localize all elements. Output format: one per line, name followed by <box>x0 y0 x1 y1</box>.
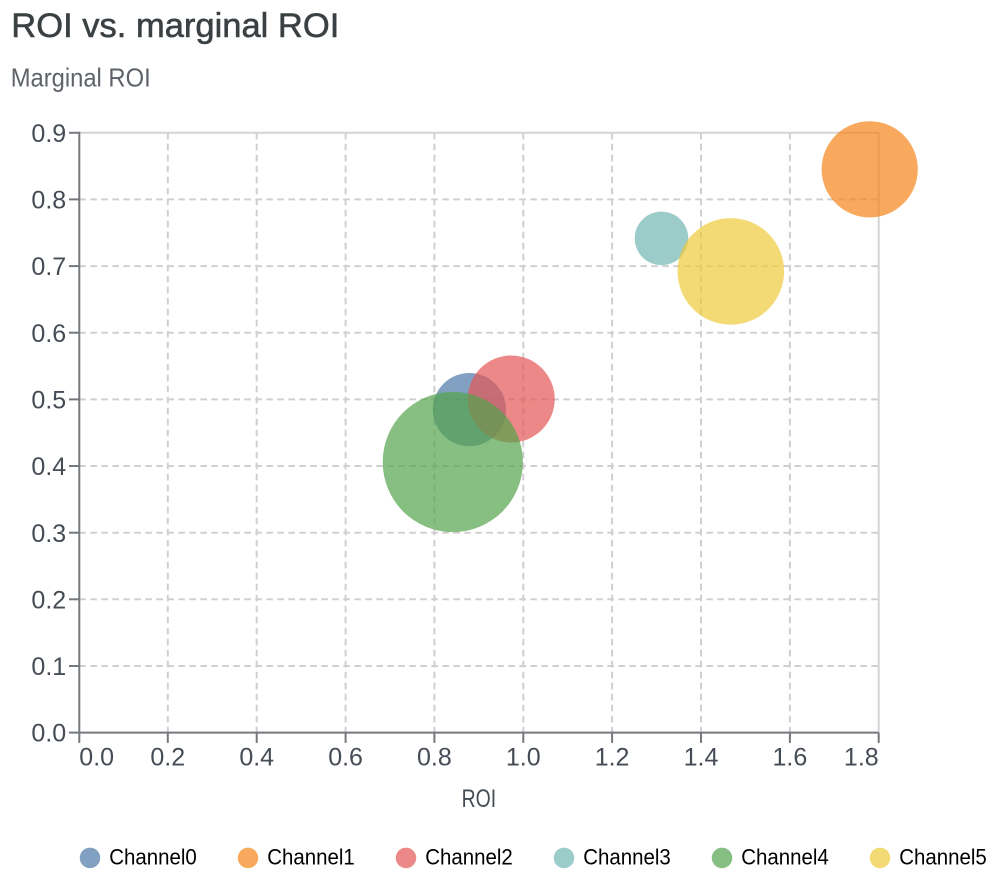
svg-text:0.2: 0.2 <box>150 744 185 772</box>
svg-text:0.8: 0.8 <box>31 187 66 215</box>
svg-text:0.3: 0.3 <box>31 520 66 548</box>
svg-text:0.5: 0.5 <box>31 387 66 415</box>
svg-text:1.4: 1.4 <box>684 744 719 772</box>
svg-text:1.6: 1.6 <box>773 744 808 772</box>
svg-text:0.1: 0.1 <box>31 653 66 681</box>
svg-text:0.0: 0.0 <box>31 720 66 748</box>
svg-text:Marginal ROI: Marginal ROI <box>11 63 151 93</box>
svg-text:0.8: 0.8 <box>417 744 452 772</box>
svg-text:Channel0: Channel0 <box>109 845 197 870</box>
svg-text:Channel4: Channel4 <box>741 845 829 870</box>
svg-text:0.7: 0.7 <box>31 253 66 281</box>
svg-text:0.6: 0.6 <box>31 320 66 348</box>
svg-text:ROI: ROI <box>462 785 497 813</box>
svg-text:Channel3: Channel3 <box>583 845 671 870</box>
svg-text:Channel2: Channel2 <box>425 845 513 870</box>
svg-text:0.0: 0.0 <box>79 744 114 772</box>
svg-text:0.4: 0.4 <box>239 744 274 772</box>
svg-text:0.9: 0.9 <box>31 120 66 148</box>
svg-text:ROI vs. marginal ROI: ROI vs. marginal ROI <box>11 7 339 45</box>
svg-text:1.0: 1.0 <box>506 744 541 772</box>
svg-text:0.4: 0.4 <box>31 453 66 481</box>
svg-text:1.2: 1.2 <box>595 744 630 772</box>
svg-text:1.8: 1.8 <box>844 744 879 772</box>
svg-text:Channel1: Channel1 <box>267 845 355 870</box>
svg-text:0.6: 0.6 <box>328 744 363 772</box>
svg-text:0.2: 0.2 <box>31 586 66 614</box>
svg-text:Channel5: Channel5 <box>899 845 987 870</box>
